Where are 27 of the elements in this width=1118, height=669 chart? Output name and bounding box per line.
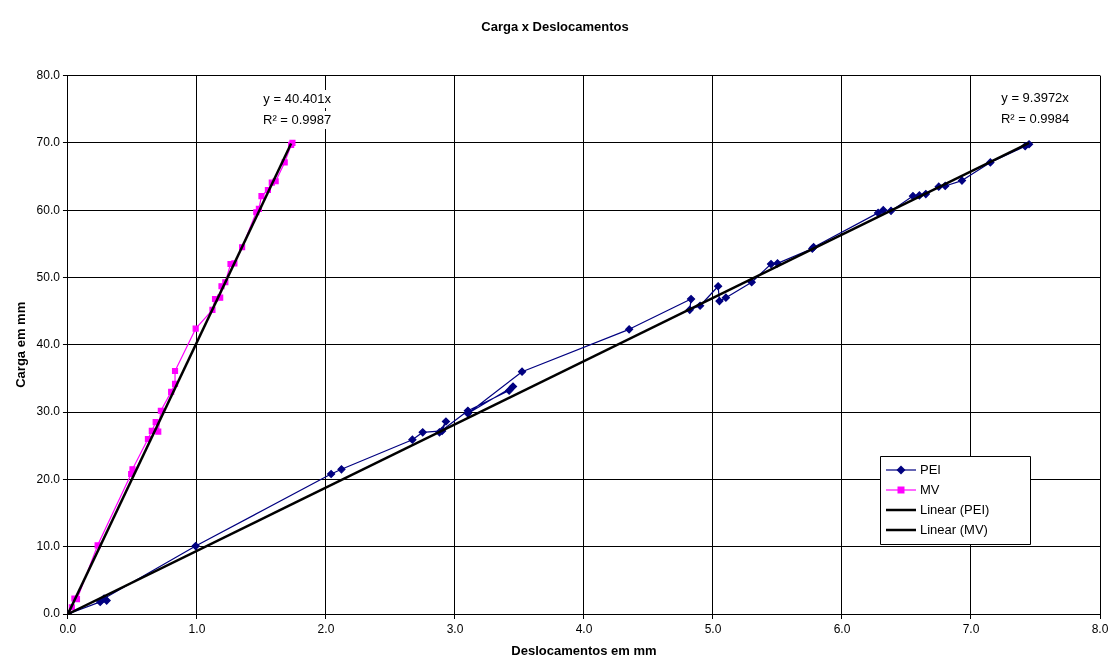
legend-label: PEI [920, 461, 941, 477]
y-tick-label: 80.0 [36, 67, 61, 82]
annotation: y = 40.401x R² = 0.9987 [262, 90, 332, 127]
x-tick-label: 4.0 [575, 621, 593, 636]
y-tick-label: 20.0 [36, 471, 61, 486]
y-tick-label: 60.0 [36, 202, 61, 217]
y-tick-label: 0.0 [43, 606, 61, 621]
x-tick-label: 0.0 [59, 621, 77, 636]
x-tick-label: 2.0 [317, 621, 335, 636]
y-tick-label: 70.0 [36, 135, 61, 150]
y-tick-label: 40.0 [36, 337, 61, 352]
x-tick-label: 7.0 [962, 621, 980, 636]
x-tick-label: 3.0 [446, 621, 464, 636]
annotation: y = 9.3972x R² = 0.9984 [1000, 89, 1070, 126]
y-axis-title: Carga em mm [13, 301, 29, 388]
x-tick-label: 8.0 [1091, 621, 1109, 636]
y-tick-label: 10.0 [36, 539, 61, 554]
y-tick-label: 30.0 [36, 404, 61, 419]
x-axis-title: Deslocamentos em mm [511, 642, 657, 658]
legend-label: Linear (PEI) [920, 501, 990, 517]
legend-label: MV [920, 481, 940, 497]
y-tick-label: 50.0 [36, 269, 61, 284]
legend-label: Linear (MV) [920, 521, 988, 537]
x-tick-label: 5.0 [704, 621, 722, 636]
chart-title: Carga x Deslocamentos [481, 19, 629, 35]
x-tick-label: 6.0 [833, 621, 851, 636]
x-tick-label: 1.0 [188, 621, 206, 636]
